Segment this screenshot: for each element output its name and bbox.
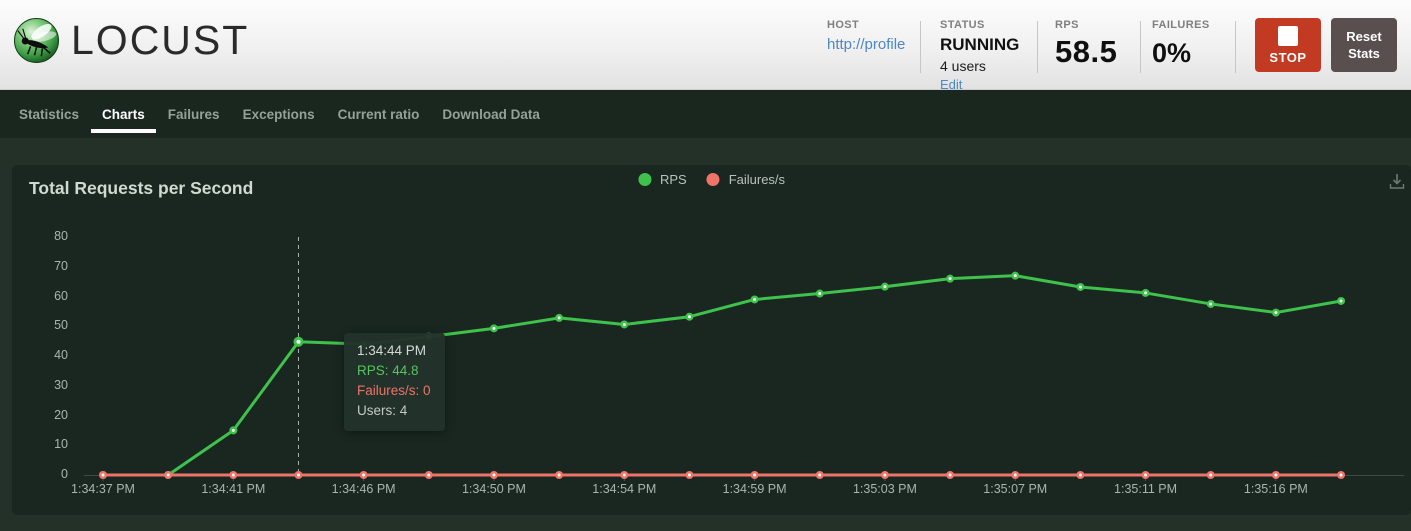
y-axis-label: 70	[54, 258, 68, 273]
header-divider	[1235, 21, 1236, 73]
rps-chart-panel: Total Requests per Second RPS Failures/s…	[12, 165, 1411, 515]
y-axis-label: 60	[54, 288, 68, 303]
y-axis-label: 50	[54, 318, 68, 333]
stop-button-label: STOP	[1269, 49, 1307, 65]
reset-stats-button[interactable]: Reset Stats	[1331, 18, 1397, 72]
app-header: LOCUST HOST http://profile STATUS RUNNIN…	[0, 0, 1411, 92]
download-chart-icon[interactable]	[1387, 172, 1407, 192]
failures-legend-dot-icon	[706, 173, 720, 186]
edit-users-link[interactable]: Edit	[940, 77, 963, 92]
host-link[interactable]: http://profile	[827, 36, 906, 53]
host-label: HOST	[827, 19, 860, 31]
tab-failures[interactable]: Failures	[167, 106, 220, 122]
rps-legend-dot-icon	[637, 173, 651, 186]
status-value: RUNNING	[940, 35, 1020, 54]
legend-item-failures[interactable]: Failures/s	[706, 172, 786, 187]
chart-title: Total Requests per Second	[29, 178, 254, 198]
x-axis-label: 1:34:46 PM	[331, 482, 396, 496]
tooltip-rps-line: RPS: 44.8	[357, 363, 419, 378]
y-axis-label: 30	[54, 377, 68, 392]
stop-button[interactable]: STOP	[1255, 18, 1321, 72]
y-axis-label: 20	[54, 407, 68, 422]
legend-item-rps[interactable]: RPS	[637, 172, 687, 187]
header-divider	[920, 21, 921, 73]
x-axis-label: 1:35:11 PM	[1114, 482, 1178, 496]
failures-label: FAILURES	[1152, 19, 1210, 31]
locust-logo: LOCUST	[13, 17, 249, 64]
x-axis-label: 1:34:59 PM	[722, 482, 787, 496]
y-axis-label: 80	[54, 229, 68, 243]
status-label: STATUS	[940, 19, 985, 31]
rps-line-series	[99, 271, 1346, 479]
locust-logo-icon	[13, 17, 60, 64]
chart-plot-area[interactable]	[12, 165, 1411, 515]
tab-statistics[interactable]: Statistics	[19, 106, 80, 122]
tooltip-time: 1:34:44 PM	[357, 343, 427, 358]
failures-info: FAILURES 0%	[1152, 19, 1210, 69]
x-axis-label: 1:34:41 PM	[201, 482, 266, 496]
failures-value: 0%	[1152, 38, 1192, 68]
y-axis-label: 0	[61, 467, 68, 481]
x-axis-label: 1:35:16 PM	[1243, 482, 1308, 496]
tab-current-ratio[interactable]: Current ratio	[337, 106, 420, 122]
status-users: 4 users	[940, 58, 986, 74]
rps-label: RPS	[1055, 19, 1079, 31]
logo-wordmark: LOCUST	[71, 17, 250, 63]
main-nav: Statistics Charts Failures Exceptions Cu…	[0, 90, 1411, 138]
y-axis-label: 10	[54, 437, 68, 452]
tab-download-data[interactable]: Download Data	[442, 106, 540, 122]
rps-value: 58.5	[1055, 34, 1118, 69]
tab-charts[interactable]: Charts	[91, 106, 156, 133]
status-info: STATUS RUNNING 4 users Edit	[940, 19, 1019, 92]
rps-info: RPS 58.5	[1055, 19, 1117, 70]
stop-icon	[1278, 25, 1298, 46]
x-axis-label: 1:34:50 PM	[461, 482, 526, 496]
chart-tooltip: 1:34:44 PM RPS: 44.8 Failures/s: 0 Users…	[344, 333, 445, 431]
legend-failures-label: Failures/s	[728, 172, 786, 187]
failures-line-series	[99, 471, 1346, 479]
tooltip-failures-line: Failures/s: 0	[357, 383, 431, 398]
x-axis-label: 1:34:54 PM	[592, 482, 657, 496]
chart-legend: RPS Failures/s	[637, 172, 786, 187]
host-info: HOST http://profile	[827, 19, 905, 53]
x-axis-label: 1:35:07 PM	[983, 482, 1048, 496]
x-axis-label: 1:34:37 PM	[71, 482, 135, 496]
x-axis-label: 1:35:03 PM	[852, 482, 917, 496]
tooltip-users-line: Users: 4	[357, 403, 408, 418]
y-axis-label: 40	[54, 348, 68, 362]
legend-rps-label: RPS	[659, 172, 687, 187]
header-divider	[1037, 21, 1038, 73]
header-divider	[1140, 21, 1141, 73]
tab-exceptions[interactable]: Exceptions	[242, 106, 315, 122]
